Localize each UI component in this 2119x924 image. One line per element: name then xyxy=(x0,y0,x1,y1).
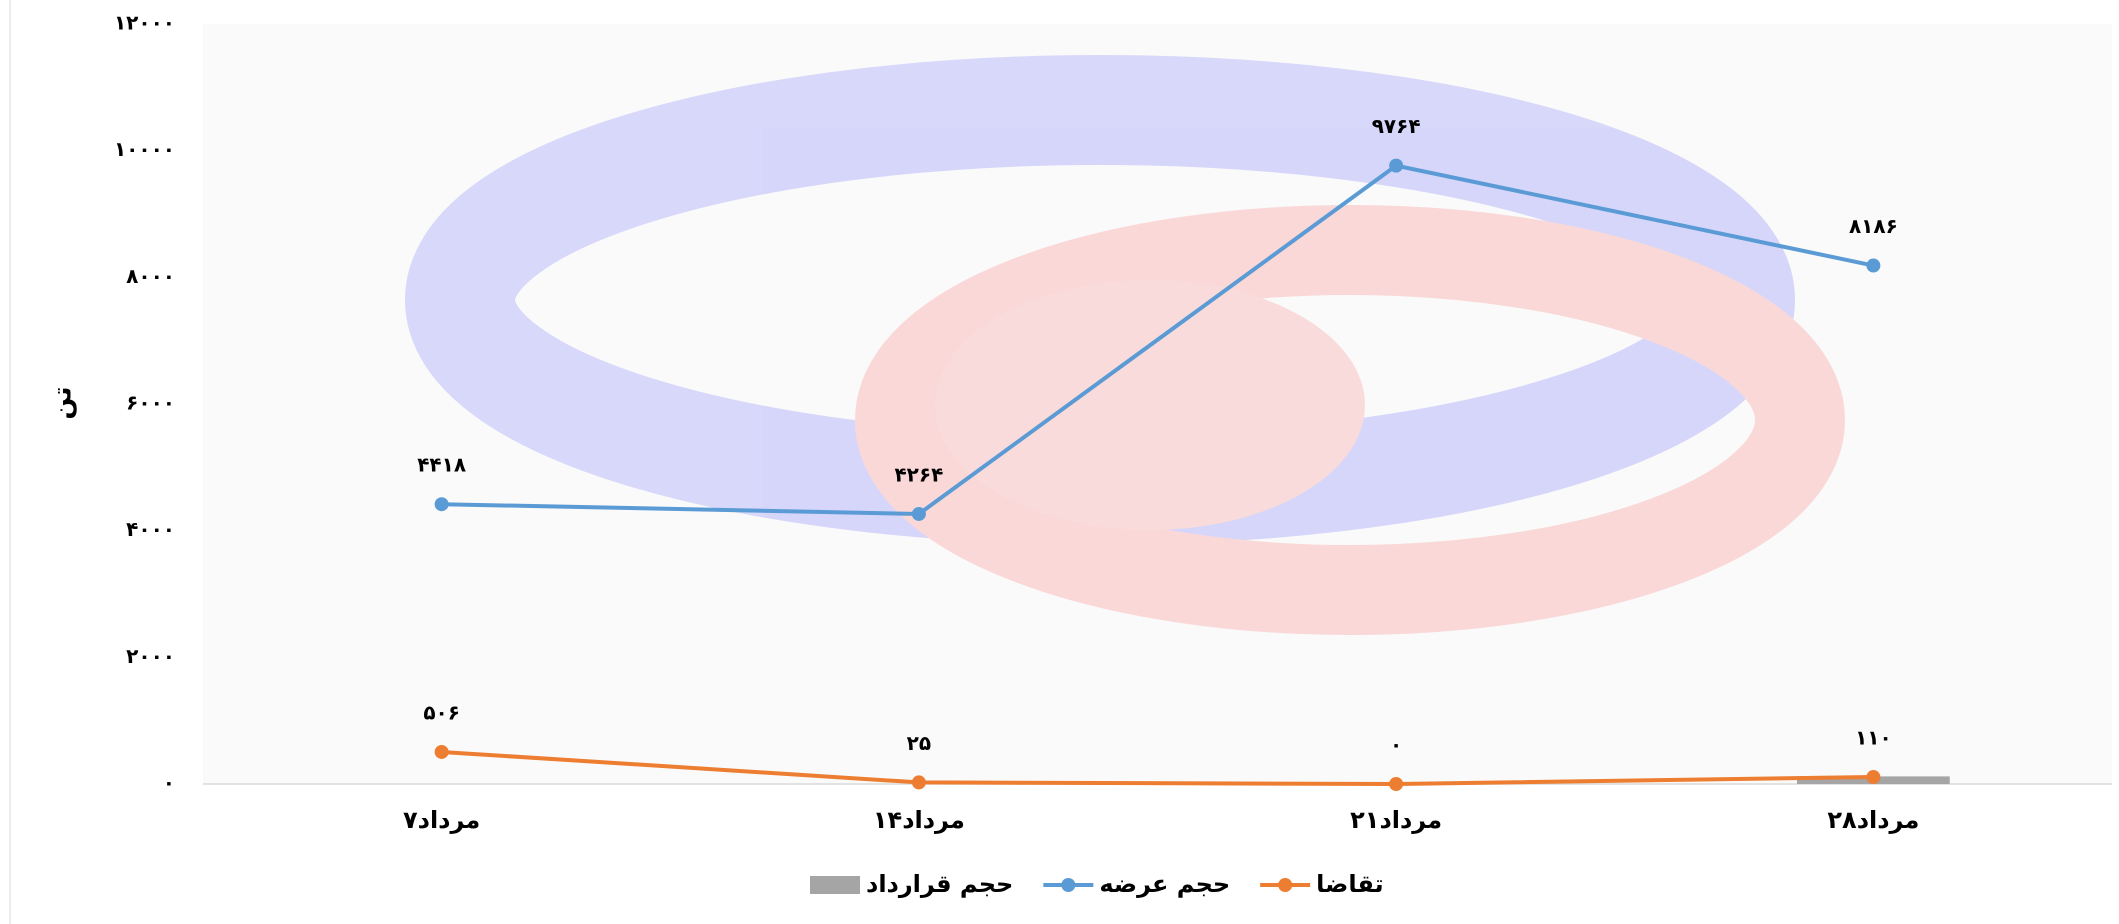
watermark-disc xyxy=(935,280,1365,530)
legend-label: حجم قرارداد xyxy=(866,870,1013,898)
watermark-ring xyxy=(855,205,1845,635)
line xyxy=(441,163,1874,516)
y-tick-label: ۴۰۰۰ xyxy=(126,517,175,541)
marker xyxy=(1389,158,1404,173)
legend-swatch xyxy=(1278,878,1293,892)
y-tick-label: ۶۰۰۰ xyxy=(126,391,175,415)
data-label: ۵۰۶ xyxy=(423,700,460,724)
legend-label: حجم عرضه xyxy=(1099,870,1230,898)
plot-area xyxy=(203,24,2112,784)
data-label: ۹۷۶۴ xyxy=(1372,114,1421,138)
x-tick-label: ۱۴مرداد xyxy=(873,806,965,834)
x-tick-label: ۲۱مرداد xyxy=(1350,806,1442,834)
line xyxy=(441,749,1874,787)
data-label: ۸۱۸۶ xyxy=(1849,214,1898,238)
y-tick-label: ۲۰۰۰ xyxy=(126,644,175,668)
marker xyxy=(1866,770,1881,785)
data-label: ۰ xyxy=(1390,733,1402,757)
y-axis-label: تن xyxy=(48,386,78,419)
marker xyxy=(911,775,926,790)
marker xyxy=(434,497,449,512)
marker xyxy=(1866,258,1881,273)
data-label: ۴۲۶۴ xyxy=(894,462,943,486)
y-tick-label: ۱۰۰۰۰ xyxy=(114,137,175,161)
data-label: ۲۵ xyxy=(907,731,931,755)
marker xyxy=(434,744,449,759)
data-label: ۴۴۱۸ xyxy=(417,453,466,477)
x-tick-label: ۲۸مرداد xyxy=(1827,806,1919,834)
marker xyxy=(1389,777,1404,791)
marker xyxy=(911,506,926,521)
legend-label: تقاضا xyxy=(1316,870,1384,898)
y-tick-label: ۸۰۰۰ xyxy=(126,264,175,288)
watermark-ring xyxy=(405,55,1795,545)
y-tick-label: ۱۲۰۰۰ xyxy=(114,11,175,35)
watermark xyxy=(405,55,1845,635)
legend-swatch xyxy=(810,876,860,894)
y-tick-label: ۰ xyxy=(163,771,175,795)
data-label: ۱۱۰ xyxy=(1855,726,1892,750)
x-tick-label: ۷مرداد xyxy=(403,806,480,834)
legend-swatch xyxy=(1061,878,1076,892)
